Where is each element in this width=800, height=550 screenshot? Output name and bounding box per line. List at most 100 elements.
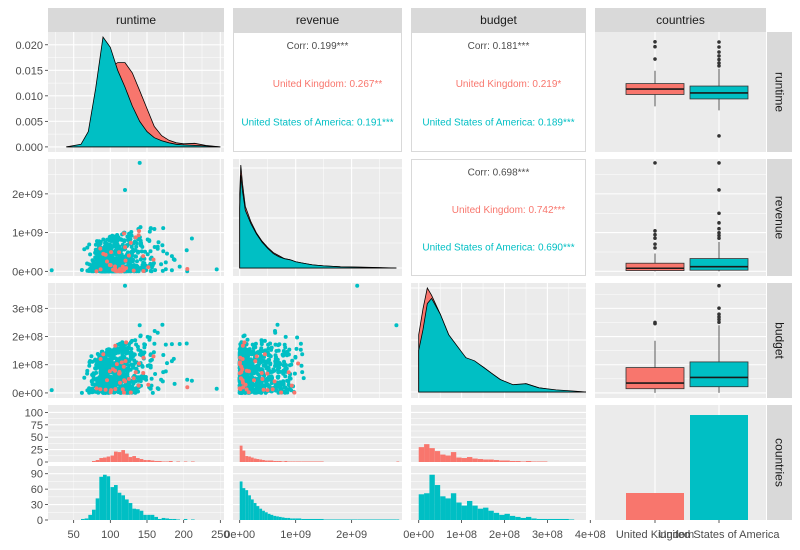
scatter-point-us	[116, 262, 120, 267]
scatter-point-us	[161, 226, 166, 231]
hist-bar-us	[424, 493, 430, 520]
scatter-point-us	[123, 254, 128, 259]
hist-bar-uk	[509, 461, 516, 462]
hist-bar-us	[143, 514, 147, 520]
scatter-point-uk	[243, 382, 248, 387]
hist-bar-us	[191, 519, 195, 520]
hist-bar-us	[147, 514, 151, 520]
scatter-point-uk	[105, 378, 109, 383]
scatter-point-us	[82, 247, 87, 252]
hist-bar-us	[515, 516, 521, 520]
scatter-point-us	[259, 338, 264, 343]
hist-bar-uk	[150, 460, 155, 462]
hist-bar-us	[256, 506, 260, 520]
scatter-point-uk	[260, 377, 265, 381]
scatter-point-us	[171, 257, 176, 262]
hist-bar-uk	[418, 447, 425, 462]
scatter-point-us	[245, 364, 250, 369]
scatter-point-uk	[237, 360, 242, 365]
x-tick-label: 3e+08	[532, 529, 563, 541]
strip-label-right-revenue: revenue	[773, 196, 787, 240]
scatter-point-us	[108, 234, 113, 239]
box-outlier-uk	[653, 242, 657, 246]
hist-bar-us	[278, 516, 282, 520]
density-budget-us	[418, 297, 587, 393]
scatter-point-us	[237, 383, 242, 388]
box-uk	[625, 367, 685, 390]
scatter-point-us	[281, 363, 286, 368]
box-outlier-us	[717, 40, 721, 44]
scatter-point-uk	[254, 354, 259, 359]
hist-bar-us	[525, 516, 532, 520]
scatter-point-uk	[120, 387, 125, 392]
hist-bar-uk	[267, 460, 271, 462]
scatter-point-uk	[119, 360, 124, 365]
y-tick-label: 2e+08	[12, 332, 43, 344]
scatter-point-us	[145, 237, 150, 242]
hist-bar-uk	[147, 460, 151, 462]
scatter-point-us	[153, 372, 158, 376]
corr-overall: Corr: 0.199***	[287, 41, 349, 52]
scatter-point-us	[125, 349, 129, 353]
box-outlier-us	[717, 45, 721, 49]
scatter-point-us	[89, 354, 94, 359]
hist-bar-us	[248, 495, 251, 520]
scatter-point-us	[112, 347, 117, 352]
hist-bar-us	[488, 510, 494, 520]
strip-right-runtime	[767, 32, 792, 152]
density-revenue-us	[239, 175, 397, 269]
scatter-point-us	[97, 382, 102, 386]
scatter-point-uk	[252, 378, 256, 383]
scatter-point-uk	[107, 369, 112, 374]
scatter-point-uk	[105, 259, 109, 264]
hist-bar-us	[547, 518, 569, 520]
scatter-point-us	[165, 361, 169, 366]
x-tick-label: 2e+09	[336, 529, 367, 541]
corr-overall: Corr: 0.698***	[468, 167, 530, 178]
scatter-point-us	[262, 338, 267, 343]
x-tick-label: 1e+08	[446, 529, 477, 541]
scatter-point-uk	[239, 370, 244, 374]
scatter-point-us	[283, 334, 288, 339]
hist-bar-uk	[99, 458, 103, 462]
hist-bar-us	[165, 518, 169, 520]
scatter-point-us	[90, 390, 95, 395]
scatter-point-uk	[244, 368, 249, 373]
scatter-point-us	[263, 361, 268, 366]
scatter-point-us	[115, 243, 120, 248]
y-tick-label: 2e+09	[12, 189, 43, 201]
scatter-point-us	[165, 251, 169, 256]
scatter-point-uk	[124, 266, 129, 271]
scatter-point-us	[300, 352, 305, 357]
hist-bar-uk	[158, 461, 162, 462]
x-tick-label: United States of America	[658, 529, 780, 541]
scatter-point-uk	[146, 382, 151, 387]
scatter-point-us	[93, 357, 98, 362]
hist-bar-uk	[239, 445, 243, 462]
scatter-point-us	[274, 349, 279, 353]
hist-bar-us	[323, 519, 358, 520]
facet-gap	[411, 462, 586, 466]
scatter-point-us	[273, 329, 277, 333]
scatter-point-us	[282, 385, 287, 390]
scatter-point-us	[298, 341, 303, 346]
hist-bar-uk	[477, 459, 484, 462]
hist-bar-uk	[253, 458, 257, 462]
y-tick-label: 50	[31, 432, 43, 444]
scatter-point-uk	[270, 387, 275, 392]
scatter-point-us	[148, 386, 153, 391]
scatter-point-us	[128, 350, 133, 355]
hist-bar-us	[253, 503, 257, 520]
hist-bar-us	[434, 485, 441, 520]
hist-bar-us	[499, 514, 505, 520]
scatter-point-us	[252, 389, 257, 394]
scatter-point-us	[151, 350, 156, 355]
y-tick-label: 0.015	[15, 65, 43, 77]
scatter-point-us	[257, 376, 262, 381]
scatter-point-us	[300, 370, 305, 375]
scatter-point-us	[172, 381, 177, 386]
hist-bar-uk	[472, 458, 478, 462]
hist-bar-us	[429, 474, 435, 520]
scatter-point-us	[279, 387, 284, 391]
